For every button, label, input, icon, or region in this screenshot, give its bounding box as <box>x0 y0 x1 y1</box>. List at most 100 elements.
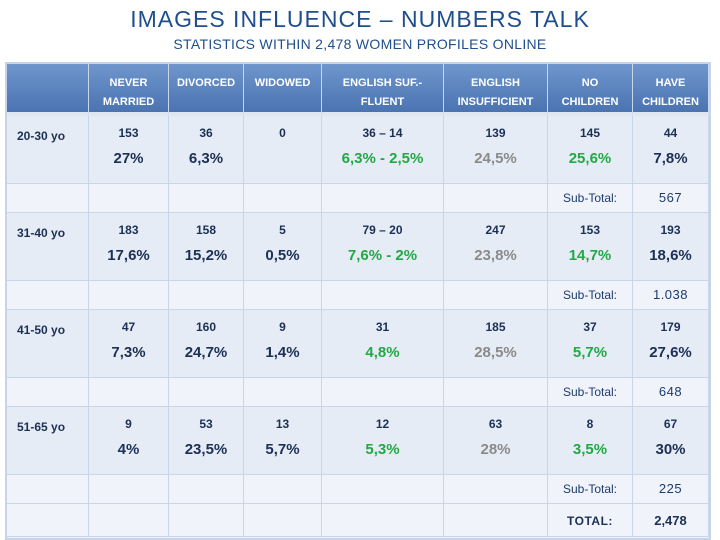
page-title: IMAGES INFLUENCE – NUMBERS TALK <box>130 6 590 32</box>
stat-cell: 53 23,5% <box>169 407 244 475</box>
table-row: 20-30 yo 153 27% 36 6,3% 0 36 – 14 6,3% - 2,5% 1… <box>7 116 709 184</box>
count-value: 0 <box>279 126 286 140</box>
count-value: 179 <box>660 320 681 334</box>
count-value: 153 <box>579 223 601 237</box>
header-corner <box>7 64 89 116</box>
subtotal-value: 1.038 <box>633 281 709 310</box>
stat-cell: 160 24,7% <box>169 310 244 378</box>
count-value: 185 <box>485 320 506 334</box>
count-value: 193 <box>660 223 681 237</box>
percent-value: 24,7% <box>184 344 228 361</box>
count-value: 5 <box>279 223 286 237</box>
count-value: 247 <box>485 223 506 237</box>
stat-cell: 5 0,5% <box>244 213 322 281</box>
subtotal-label: Sub-Total: <box>548 281 633 310</box>
percent-value <box>244 140 321 150</box>
count-value: 44 <box>663 126 678 140</box>
count-value: 9 <box>125 417 132 431</box>
stat-cell: 37 5,7% <box>548 310 633 378</box>
stat-cell: 12 5,3% <box>322 407 444 475</box>
count-value: 183 <box>118 223 139 237</box>
stat-cell: 47 7,3% <box>89 310 169 378</box>
percent-value: 6,3% - 2,5% <box>341 150 424 167</box>
subtotal-value: 225 <box>633 475 709 504</box>
percent-value: 14,7% <box>568 247 612 264</box>
header-widowed: WIDOWED <box>244 64 322 116</box>
percent-value: 6,3% <box>188 150 224 167</box>
percent-value: 25,6% <box>568 150 612 167</box>
subtotal-row: Sub-Total: 567 <box>7 184 709 213</box>
stat-cell: 9 4% <box>89 407 169 475</box>
percent-value: 0,5% <box>265 247 300 264</box>
table-row: 51-65 yo 9 4% 53 23,5% 13 5,7% 12 5,3% 63 28% 8 3,5%… <box>7 407 709 475</box>
count-value: 36 – 14 <box>362 126 403 140</box>
percent-value: 27,6% <box>649 344 692 361</box>
header-never-married: NEVER MARRIED <box>89 64 169 116</box>
stat-cell: 185 28,5% <box>444 310 548 378</box>
header-divorced: DIVORCED <box>169 64 244 116</box>
subtotal-row: Sub-Total: 1.038 <box>7 281 709 310</box>
count-value: 37 <box>583 320 597 334</box>
stat-cell: 9 1,4% <box>244 310 322 378</box>
count-value: 31 <box>375 320 390 334</box>
percent-value: 27% <box>113 150 144 167</box>
stat-cell: 79 – 20 7,6% - 2% <box>322 213 444 281</box>
count-value: 160 <box>195 320 217 334</box>
stat-cell: 63 28% <box>444 407 548 475</box>
count-value: 8 <box>586 417 594 431</box>
header-have-children: HAVE CHILDREN <box>633 64 709 116</box>
stat-cell: 145 25,6% <box>548 116 633 184</box>
percent-value: 23,5% <box>184 441 228 458</box>
percent-value: 3,5% <box>572 441 608 458</box>
count-value: 53 <box>199 417 213 431</box>
stat-cell: 247 23,8% <box>444 213 548 281</box>
percent-value: 15,2% <box>184 247 228 264</box>
table-header-row: NEVER MARRIED DIVORCED WIDOWED ENGLISH SU… <box>7 64 709 116</box>
stat-cell: 193 18,6% <box>633 213 709 281</box>
percent-value: 5,7% <box>572 344 608 361</box>
percent-value: 30% <box>655 441 686 458</box>
stat-cell: 36 6,3% <box>169 116 244 184</box>
stat-cell: 153 14,7% <box>548 213 633 281</box>
count-value: 9 <box>279 320 286 334</box>
percent-value: 4% <box>117 441 140 458</box>
count-value: 36 <box>199 126 213 140</box>
percent-value: 28,5% <box>474 344 517 361</box>
stat-cell: 31 4,8% <box>322 310 444 378</box>
page-subtitle: STATISTICS WITHIN 2,478 WOMEN PROFILES O… <box>173 36 547 52</box>
statistics-table-panel: NEVER MARRIED DIVORCED WIDOWED ENGLISH SU… <box>5 62 711 540</box>
header-english-insufficient: ENGLISH INSUFFICIENT <box>444 64 548 116</box>
stat-cell: 13 5,7% <box>244 407 322 475</box>
subtotal-row: Sub-Total: 225 <box>7 475 709 504</box>
percent-value: 1,4% <box>265 344 300 361</box>
percent-value: 23,8% <box>474 247 517 264</box>
subtotal-value: 648 <box>633 378 709 407</box>
stat-cell: 0 <box>244 116 322 184</box>
count-value: 67 <box>663 417 678 431</box>
total-row: TOTAL: 2,478 <box>7 504 709 537</box>
percent-value: 18,6% <box>649 247 692 264</box>
count-value: 12 <box>375 417 390 431</box>
percent-value: 17,6% <box>107 247 150 264</box>
count-value: 79 – 20 <box>362 223 403 237</box>
subtotal-row: Sub-Total: 648 <box>7 378 709 407</box>
percent-value: 28% <box>480 441 511 458</box>
percent-value: 5,3% <box>365 441 400 458</box>
age-group-label: 51-65 yo <box>7 407 89 475</box>
percent-value: 4,8% <box>365 344 400 361</box>
stat-cell: 67 30% <box>633 407 709 475</box>
stat-cell: 36 – 14 6,3% - 2,5% <box>322 116 444 184</box>
age-group-label: 31-40 yo <box>7 213 89 281</box>
stat-cell: 8 3,5% <box>548 407 633 475</box>
count-value: 145 <box>579 126 601 140</box>
count-value: 139 <box>485 126 506 140</box>
count-value: 153 <box>118 126 139 140</box>
percent-value: 7,8% <box>653 150 688 167</box>
header-english-fluent: ENGLISH SUF.- FLUENT <box>322 64 444 116</box>
statistics-table: NEVER MARRIED DIVORCED WIDOWED ENGLISH SU… <box>7 64 709 537</box>
percent-value: 24,5% <box>474 150 517 167</box>
stat-cell: 183 17,6% <box>89 213 169 281</box>
subtotal-label: Sub-Total: <box>548 378 633 407</box>
percent-value: 7,3% <box>111 344 146 361</box>
count-value: 47 <box>121 320 136 334</box>
